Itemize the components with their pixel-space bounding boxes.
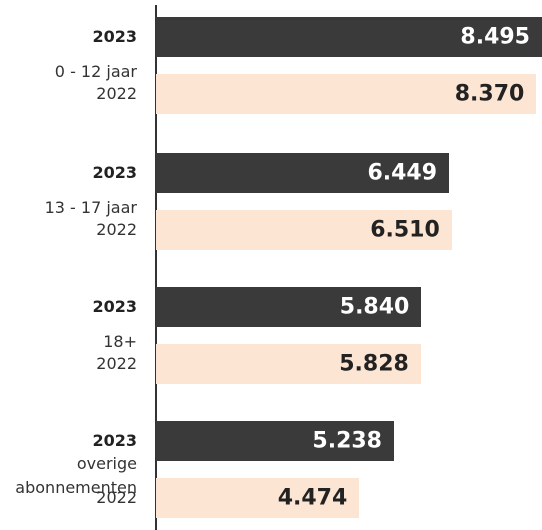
value-label: 8.495 bbox=[460, 24, 530, 50]
bar: 4.474 bbox=[156, 478, 360, 518]
value-label: 8.370 bbox=[454, 81, 525, 107]
value-label: 6.510 bbox=[370, 217, 440, 243]
value-label: 4.474 bbox=[277, 485, 348, 511]
bar: 6.510 bbox=[156, 210, 452, 250]
category-label: 18+ bbox=[103, 331, 137, 351]
series-label: 2023 bbox=[92, 431, 137, 450]
series-label: 2022 bbox=[96, 84, 137, 103]
bar: 6.449 bbox=[156, 153, 450, 193]
value-label: 5.238 bbox=[312, 428, 382, 454]
value-label: 5.828 bbox=[339, 351, 409, 377]
category-label: 13 - 17 jaar bbox=[44, 197, 137, 217]
series-label: 2022 bbox=[96, 220, 137, 239]
series-label: 2022 bbox=[96, 488, 137, 507]
value-label: 5.840 bbox=[339, 294, 410, 320]
series-label: 2022 bbox=[96, 354, 137, 373]
bar: 5.828 bbox=[156, 344, 421, 384]
bar: 8.370 bbox=[156, 74, 537, 114]
category-label: overige abonnementen bbox=[15, 453, 137, 497]
category-label: 0 - 12 jaar bbox=[54, 61, 137, 81]
bar: 5.840 bbox=[156, 287, 422, 327]
series-label: 2023 bbox=[92, 27, 137, 46]
value-label: 6.449 bbox=[367, 160, 438, 186]
series-label: 2023 bbox=[92, 297, 137, 316]
series-label: 2023 bbox=[92, 163, 137, 182]
bar: 8.495 bbox=[156, 17, 542, 57]
axis-line bbox=[155, 5, 157, 530]
bar: 5.238 bbox=[156, 421, 394, 461]
